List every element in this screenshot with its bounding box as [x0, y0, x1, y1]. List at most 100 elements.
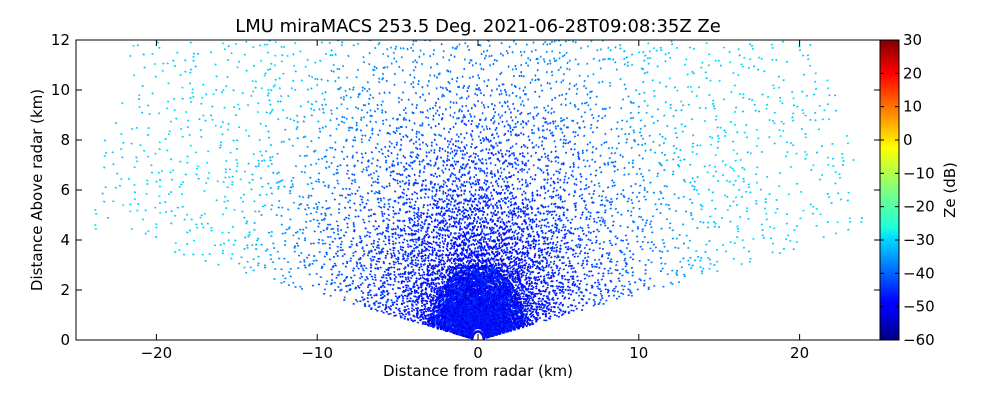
range-gate [644, 198, 647, 201]
range-gate [542, 294, 546, 297]
range-gate [596, 285, 599, 288]
range-gate [510, 282, 513, 285]
range-gate [542, 266, 545, 270]
range-gate [574, 41, 577, 44]
range-gate [616, 120, 619, 124]
range-gate [526, 225, 529, 229]
range-gate [628, 283, 632, 286]
range-gate [536, 69, 539, 72]
range-gate [506, 180, 509, 184]
range-gate [827, 163, 830, 166]
range-gate [506, 165, 509, 168]
range-gate [611, 179, 614, 182]
range-gate [610, 214, 614, 218]
range-gate [500, 297, 504, 301]
range-gate [548, 298, 551, 302]
range-gate [496, 229, 499, 232]
range-gate [535, 106, 538, 109]
range-gate [629, 100, 632, 104]
range-gate [496, 236, 499, 239]
range-gate [531, 287, 534, 291]
range-gate [523, 50, 526, 54]
range-gate [585, 283, 589, 286]
range-gate [603, 267, 606, 270]
range-gate [535, 189, 539, 193]
range-gate [604, 224, 607, 227]
range-gate [557, 68, 560, 72]
range-gate [636, 227, 640, 230]
range-gate [596, 279, 600, 282]
range-gate [577, 156, 581, 160]
range-gate [533, 301, 536, 304]
range-gate [785, 222, 789, 225]
range-gate [852, 158, 855, 162]
range-gate [538, 256, 541, 259]
range-gate [597, 211, 600, 214]
range-gate [640, 143, 644, 147]
range-gate [533, 275, 536, 279]
range-gate [519, 50, 522, 54]
range-gate [532, 308, 536, 311]
range-gate [539, 249, 543, 252]
range-gate [583, 111, 587, 114]
range-gate [526, 251, 530, 254]
range-gate [499, 204, 502, 207]
range-gate [566, 181, 569, 184]
range-gate [704, 250, 707, 253]
range-gate [541, 285, 545, 288]
range-gate [585, 263, 589, 266]
range-gate [536, 278, 540, 282]
range-gate [527, 290, 530, 294]
range-gate [551, 74, 554, 77]
range-gate [503, 304, 506, 308]
range-gate [716, 179, 720, 183]
range-gate [530, 128, 534, 132]
range-gate [516, 159, 519, 162]
range-gate [525, 253, 529, 256]
range-gate [521, 183, 524, 187]
range-gate [562, 118, 566, 122]
range-gate [815, 207, 818, 210]
range-gate [543, 197, 546, 200]
range-gate [539, 226, 543, 230]
range-gate [591, 265, 594, 268]
range-gate [765, 212, 768, 215]
range-gate [774, 211, 777, 214]
range-gate [625, 263, 628, 266]
range-gate [515, 287, 518, 291]
range-gate [587, 226, 590, 229]
range-gate [531, 146, 535, 149]
range-gate [608, 260, 612, 263]
range-gate [516, 225, 520, 229]
range-gate [659, 202, 663, 206]
range-gate [660, 192, 663, 195]
range-gate [577, 126, 581, 129]
range-gate [563, 134, 566, 138]
range-gate [555, 189, 559, 192]
range-gate [539, 292, 543, 296]
range-gate [523, 319, 527, 322]
range-gate [525, 280, 529, 284]
range-gate [570, 239, 574, 242]
range-gate [572, 232, 575, 235]
range-gate [608, 251, 611, 255]
range-gate [643, 188, 646, 192]
range-gate [511, 218, 514, 221]
range-gate [589, 126, 593, 130]
range-gate [535, 308, 539, 311]
range-gate [641, 218, 644, 221]
range-gate [524, 276, 528, 280]
range-gate [524, 259, 527, 262]
range-gate [511, 216, 514, 219]
range-gate [662, 141, 666, 145]
range-gate [529, 306, 533, 310]
range-gate [552, 202, 556, 206]
range-gate [550, 274, 553, 278]
range-gate [595, 211, 599, 214]
range-gate [771, 119, 775, 123]
range-gate [573, 255, 576, 258]
range-gate [666, 250, 669, 253]
range-gate [554, 229, 558, 233]
range-gate [828, 94, 831, 97]
range-gate [723, 129, 726, 132]
